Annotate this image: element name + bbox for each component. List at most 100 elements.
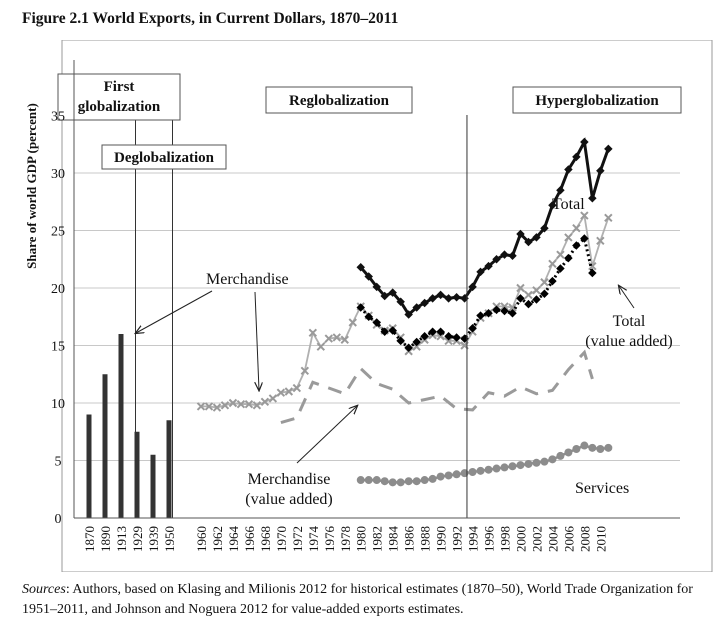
x-tick-label: 1978 [338, 526, 353, 552]
merchandise-point [292, 383, 302, 393]
era-box-frame [101, 144, 227, 170]
merchandise-point [556, 250, 565, 259]
services-point [532, 458, 541, 467]
bar-layer [86, 334, 172, 518]
total-point [596, 166, 605, 175]
services-point [396, 478, 405, 487]
total-point [364, 272, 373, 281]
total-point [428, 294, 437, 303]
total-point [380, 291, 389, 301]
chart-svg: First globalization Deglobalization Regloba… [24, 40, 713, 572]
services-point [508, 462, 517, 471]
merchandise-va-line [280, 349, 594, 425]
total-point [604, 144, 613, 154]
services-point [452, 470, 461, 479]
arrow-merchandise-series [255, 291, 259, 390]
merchandise-point [212, 403, 222, 412]
x-tick-label: 1939 [146, 526, 161, 552]
total-va-point [484, 309, 493, 318]
services-point [524, 459, 533, 468]
services-point [388, 478, 397, 487]
merchandise-point [332, 333, 341, 342]
y-axis-label: Share of world GDP (percent) [24, 103, 39, 269]
total-point [420, 298, 429, 308]
total-point [484, 261, 493, 271]
services-point [556, 451, 565, 460]
era-box-frame [57, 73, 181, 121]
total-point [412, 303, 421, 312]
merchandise-point [548, 259, 557, 269]
y-tick-label: 10 [51, 397, 65, 412]
total-point [524, 237, 533, 247]
merchandise-point [340, 335, 349, 344]
total-va-point [508, 309, 517, 318]
merchandise-point [524, 290, 533, 300]
total-va-point [412, 337, 421, 347]
merchandise-point [348, 318, 357, 327]
x-tick-label: 1913 [114, 526, 129, 552]
x-tick-label: 2006 [561, 526, 576, 553]
era-layer: First globalization Deglobalization Regloba… [57, 73, 682, 518]
annotation-layer: Total Merchandise Total (value added) Mercha… [136, 196, 673, 508]
historical-bar [102, 374, 108, 518]
total-point [588, 194, 597, 203]
historical-bar [166, 420, 172, 518]
merchandise-point [196, 402, 206, 411]
x-tick-label: 1982 [370, 526, 385, 552]
x-tick-label: 2008 [577, 526, 592, 552]
services-point [596, 445, 605, 453]
x-tick-label: 1980 [354, 526, 369, 552]
merchandise-point [540, 278, 549, 287]
merchandise-point [516, 283, 525, 293]
total-va-point [572, 241, 581, 250]
series-layer [196, 137, 613, 487]
total-va-point [404, 343, 413, 353]
series-merchandise [196, 211, 613, 412]
merchandise-point [412, 342, 421, 351]
total-va-point [516, 294, 525, 303]
x-tick-label: 2000 [513, 526, 528, 552]
era-label: globalization [78, 99, 161, 115]
total-point [532, 233, 541, 242]
total-va-point [476, 311, 485, 320]
total-point [404, 310, 413, 319]
era-label: Deglobalization [114, 150, 215, 166]
merchandise-point [580, 211, 589, 220]
chart-container: First globalization Deglobalization Regloba… [22, 40, 716, 572]
x-tick-label: 1984 [386, 526, 401, 553]
services-point [564, 448, 573, 457]
y-tick-label: 35 [51, 110, 65, 125]
total-va-point [388, 326, 397, 335]
x-tick-label: 1964 [226, 526, 241, 553]
x-tick-label: 1994 [466, 526, 481, 553]
y-tick-label: 0 [55, 512, 62, 527]
total-point [356, 263, 365, 272]
total-point [468, 282, 477, 292]
total-va-point [524, 299, 533, 309]
historical-bar [134, 431, 140, 518]
total-va-point [396, 336, 405, 346]
total-point [436, 290, 445, 300]
merchandise-point [300, 366, 310, 376]
services-point [412, 477, 421, 486]
series-total-value-added [356, 234, 597, 353]
x-tick-label: 1890 [98, 526, 113, 552]
merchandise-point [444, 336, 453, 346]
series-services [356, 441, 613, 487]
total-va-point [548, 276, 557, 286]
sources-text: : Authors, based on Klasing and Milionis… [22, 582, 693, 617]
y-tick-label: 20 [51, 282, 65, 297]
total-point [500, 250, 509, 259]
x-tick-label: 1972 [290, 526, 305, 552]
services-point [484, 465, 493, 474]
total-va-point [540, 289, 549, 298]
annotation-merchandise: Merchandise [206, 271, 289, 288]
x-tick-label: 1986 [402, 526, 417, 553]
era-label: First [104, 79, 135, 95]
chart-frame [61, 40, 713, 572]
services-point [548, 455, 557, 464]
arrow-total-va [619, 286, 635, 309]
merchandise-point [244, 399, 254, 409]
y-tick-label: 25 [51, 225, 65, 240]
total-va-point [428, 327, 437, 336]
